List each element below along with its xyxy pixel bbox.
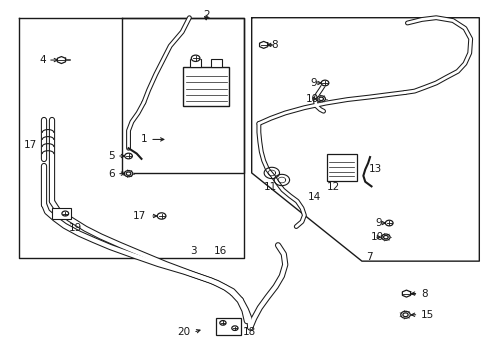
Text: 15: 15 (420, 310, 433, 320)
Text: 17: 17 (24, 140, 38, 150)
Bar (215, 318, 240, 335)
Bar (183, 67, 228, 106)
Polygon shape (402, 290, 410, 297)
Circle shape (400, 311, 409, 318)
Circle shape (385, 220, 392, 226)
Circle shape (124, 153, 132, 159)
Text: 9: 9 (375, 218, 381, 228)
Circle shape (316, 96, 325, 102)
Text: 6: 6 (108, 168, 115, 179)
Text: 8: 8 (270, 40, 277, 50)
Bar (52, 208, 71, 219)
Text: 10: 10 (305, 94, 318, 104)
Circle shape (381, 234, 389, 240)
Circle shape (191, 55, 200, 62)
Circle shape (321, 80, 328, 86)
Bar (190, 59, 201, 67)
Text: 14: 14 (307, 192, 320, 202)
Text: 2: 2 (203, 10, 209, 20)
Circle shape (124, 171, 132, 177)
Text: 11: 11 (264, 182, 277, 192)
Circle shape (62, 211, 68, 216)
Bar (211, 59, 222, 67)
Text: 16: 16 (213, 246, 226, 256)
Bar (326, 154, 356, 181)
Circle shape (231, 326, 238, 330)
Text: 1: 1 (141, 134, 147, 144)
Text: 13: 13 (368, 165, 382, 174)
Circle shape (157, 213, 165, 219)
Text: 17: 17 (133, 211, 146, 221)
Text: 8: 8 (420, 289, 427, 298)
Polygon shape (57, 57, 65, 64)
Text: 9: 9 (310, 78, 317, 88)
Text: 4: 4 (39, 55, 45, 65)
Text: 5: 5 (108, 151, 115, 161)
Text: 18: 18 (243, 327, 256, 337)
Polygon shape (259, 41, 267, 48)
Text: 3: 3 (190, 246, 197, 256)
Text: 7: 7 (365, 252, 372, 262)
Text: 20: 20 (177, 327, 190, 337)
Text: 19: 19 (69, 223, 82, 233)
Text: 12: 12 (326, 182, 339, 192)
Text: 10: 10 (370, 232, 383, 242)
Circle shape (220, 321, 225, 325)
